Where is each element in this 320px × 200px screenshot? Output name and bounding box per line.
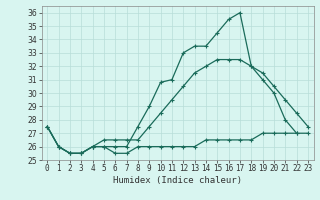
X-axis label: Humidex (Indice chaleur): Humidex (Indice chaleur) — [113, 176, 242, 185]
